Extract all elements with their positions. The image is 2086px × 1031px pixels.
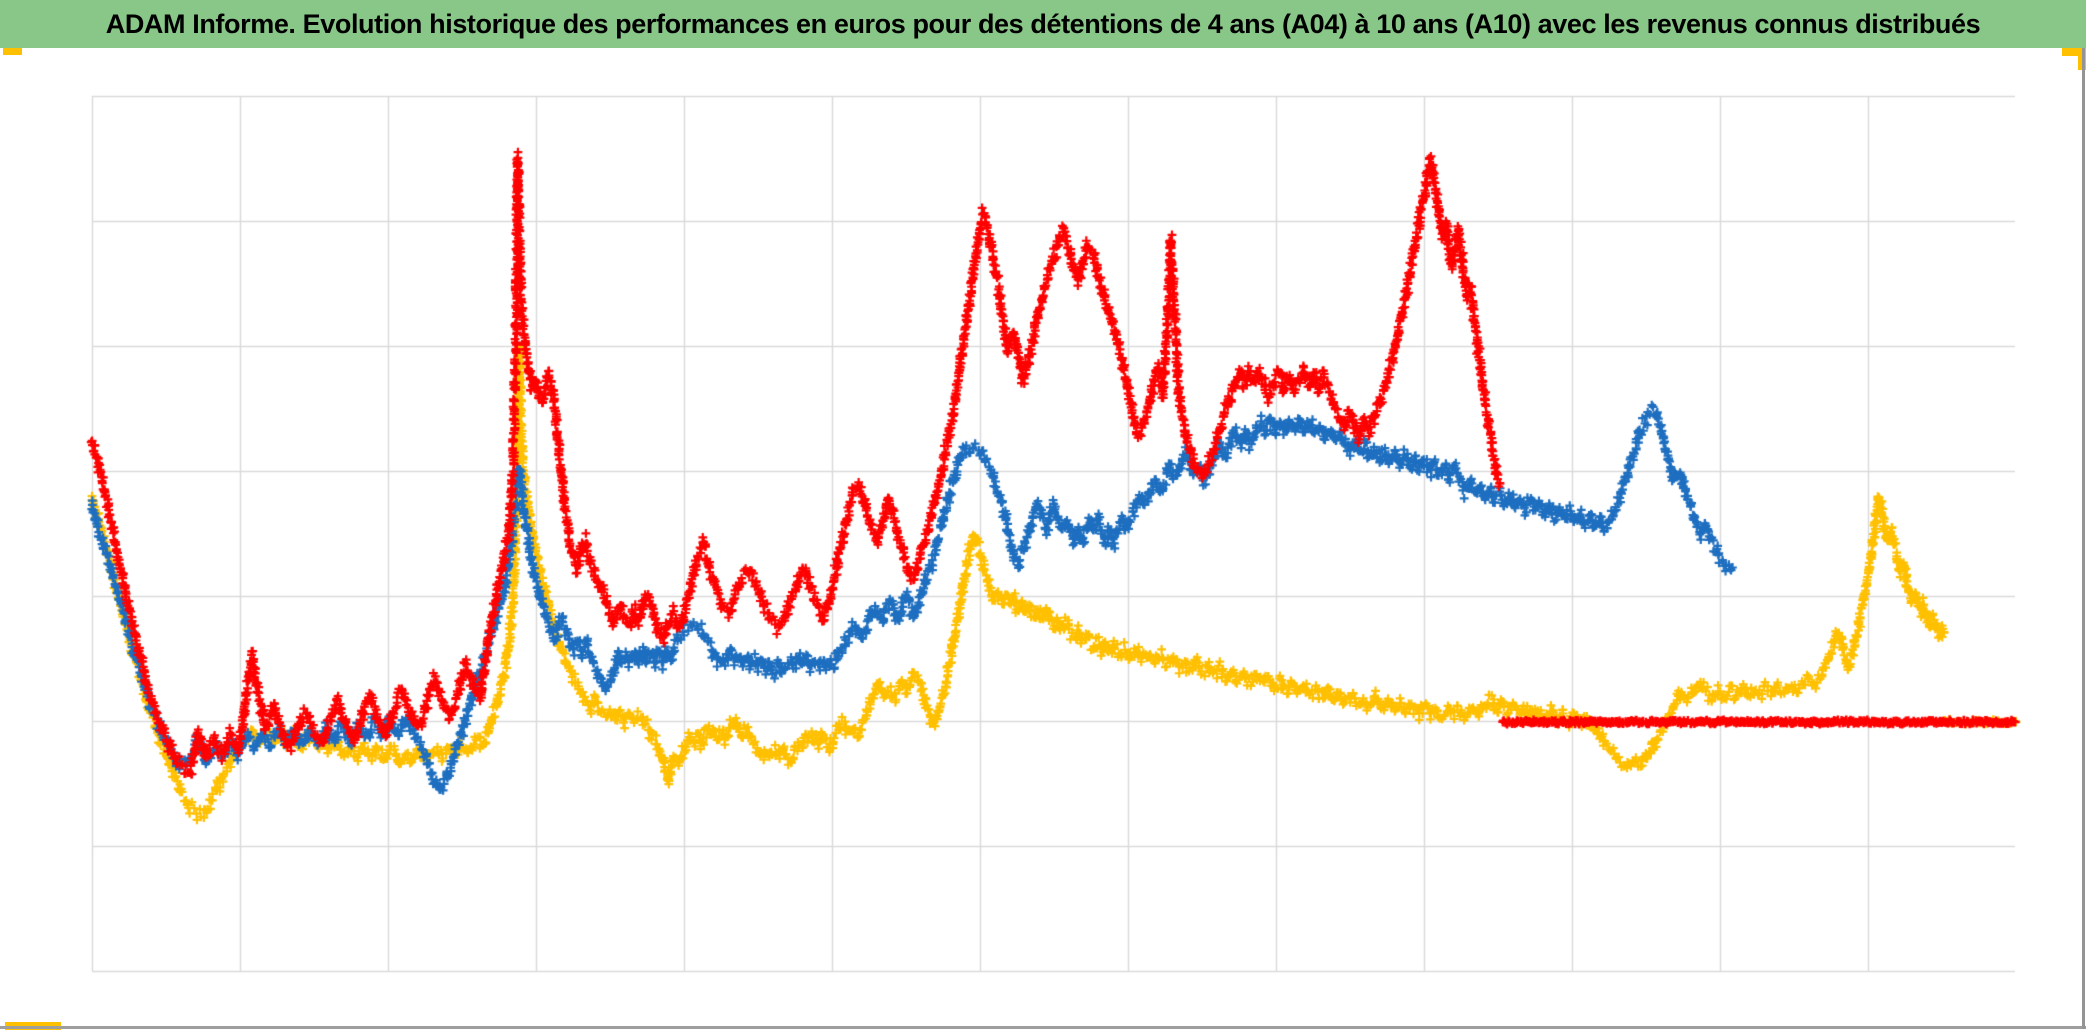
chart-area[interactable]: [0, 48, 2086, 1031]
scatter-plot-canvas[interactable]: [0, 48, 2086, 1031]
window-right-border: [2082, 48, 2085, 1029]
window-bottom-border: [0, 1026, 2086, 1029]
title-bar: ADAM Informe. Evolution historique des p…: [0, 0, 2086, 48]
page-title: ADAM Informe. Evolution historique des p…: [105, 8, 1981, 39]
